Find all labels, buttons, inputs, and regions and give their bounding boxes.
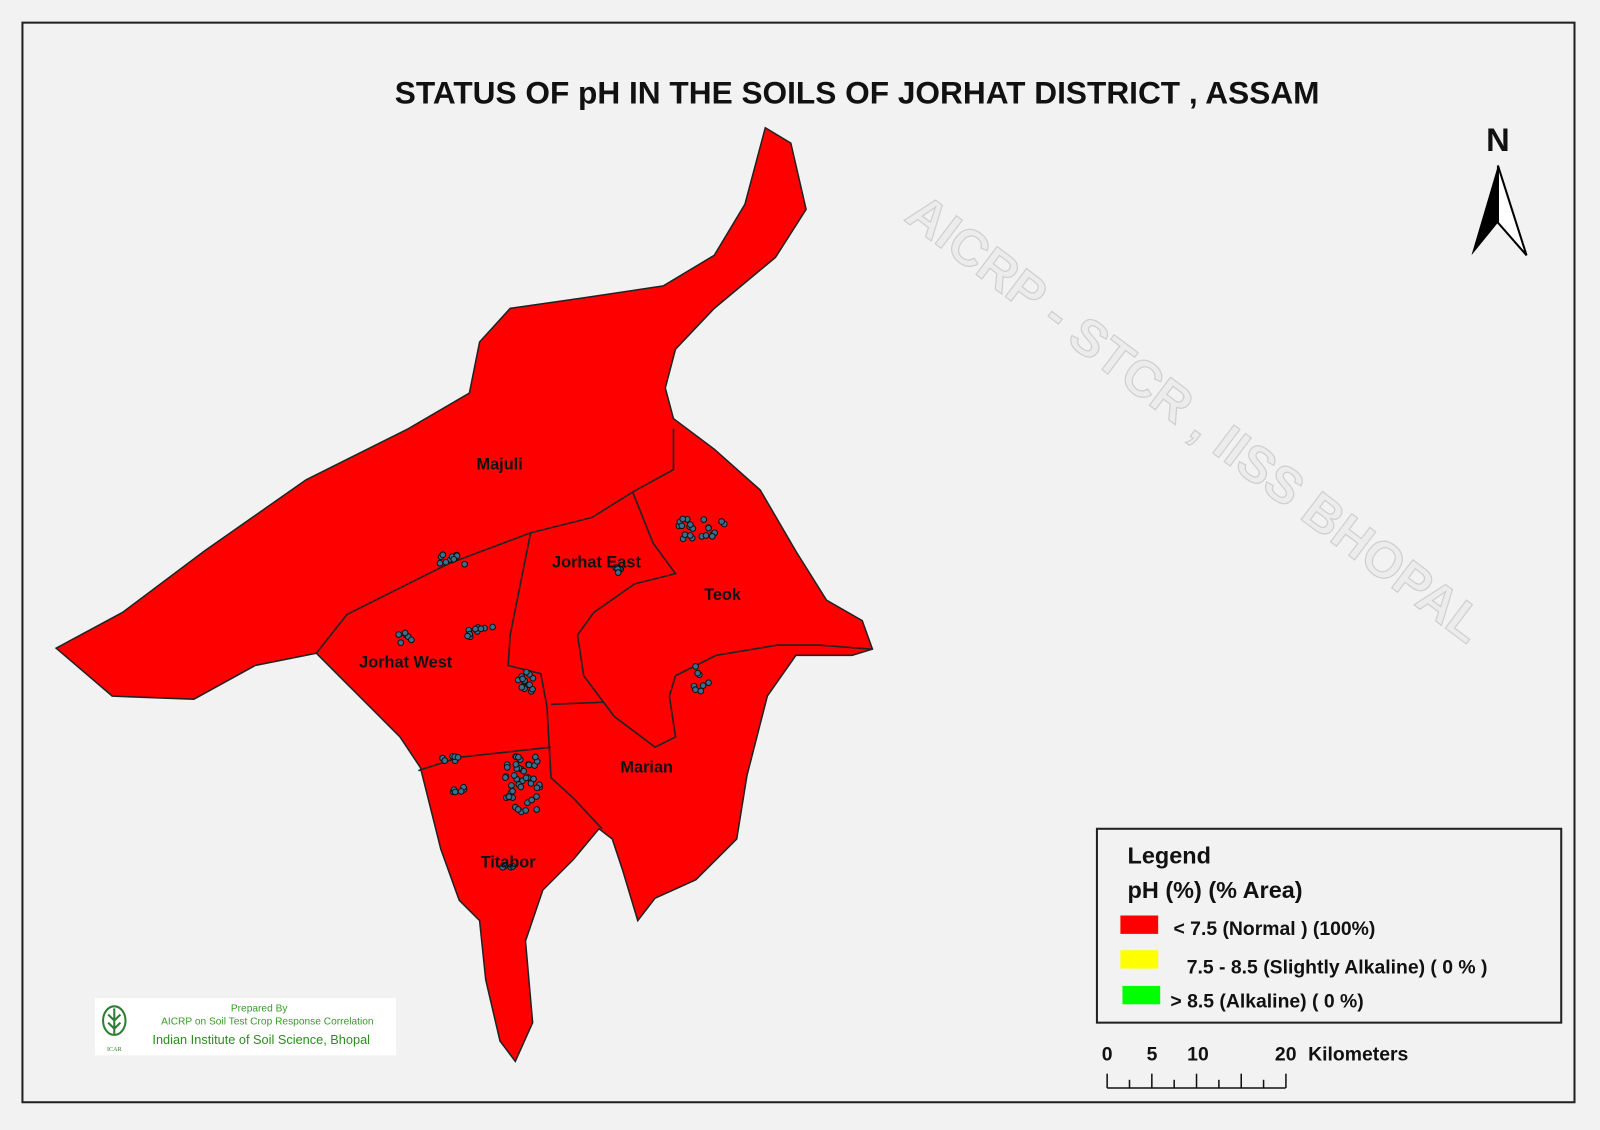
sample-point [457, 787, 465, 795]
scale-tick-label: 20 [1275, 1043, 1297, 1065]
north-label: N [1486, 121, 1510, 158]
sample-point [702, 532, 710, 539]
sample-point [509, 787, 516, 795]
credit-project: AICRP on Soil Test Crop Response Correla… [161, 1017, 374, 1028]
sample-point [679, 515, 687, 523]
sample-point [436, 559, 444, 567]
map-title: STATUS OF pH IN THE SOILS OF JORHAT DIST… [395, 74, 1320, 110]
sample-point [533, 793, 540, 800]
sample-point [515, 753, 522, 761]
icar-logo: ICAR [102, 1005, 127, 1053]
sample-point [530, 775, 537, 783]
scale-bar: 0 5 10 20 Kilometers [1102, 1043, 1408, 1089]
sample-point [442, 558, 450, 566]
sample-point [397, 639, 405, 647]
scale-unit: Kilometers [1308, 1043, 1408, 1065]
sample-point [510, 772, 518, 779]
sample-point [678, 522, 686, 530]
sample-point [441, 757, 449, 764]
credit-block: ICAR Prepared By AICRP on Soil Test Crop… [94, 998, 396, 1056]
sample-point [692, 663, 699, 670]
sample-point [471, 625, 479, 633]
sample-point [705, 524, 712, 532]
sample-point [508, 782, 515, 789]
sample-point [525, 761, 533, 769]
sample-point [461, 560, 468, 568]
sample-point [533, 784, 541, 792]
legend-subtitle: pH (%) (% Area) [1128, 877, 1303, 903]
scale-tick-label: 0 [1102, 1043, 1113, 1065]
sample-point [708, 532, 716, 540]
sample-point [686, 521, 694, 528]
icar-logo-text: ICAR [107, 1047, 123, 1053]
sample-point [681, 531, 689, 539]
legend-title: Legend [1128, 842, 1211, 868]
sample-point [519, 675, 526, 683]
sample-point [439, 551, 447, 559]
sample-point [503, 763, 511, 771]
legend-label-alkaline: > 8.5 (Alkaline) ( 0 %) [1170, 990, 1363, 1012]
sample-point [520, 767, 528, 775]
sample-point [401, 629, 409, 637]
sample-point [505, 793, 513, 801]
sample-point [395, 631, 403, 638]
sample-point [700, 516, 708, 524]
scale-tick-label: 5 [1147, 1043, 1158, 1065]
sample-point [692, 686, 699, 694]
sample-point [522, 807, 530, 814]
legend: Legend pH (%) (% Area) < 7.5 (Normal ) (… [1095, 827, 1563, 1024]
sample-point [533, 806, 541, 813]
jorhat-district-area [54, 126, 874, 1063]
sample-point [705, 679, 712, 687]
sample-point [489, 623, 496, 631]
sample-point [464, 632, 471, 640]
credit-prepared-by: Prepared By [231, 1003, 289, 1014]
legend-swatch-alkaline [1122, 985, 1161, 1005]
credit-institute: Indian Institute of Soil Science, Bhopal [152, 1032, 370, 1047]
sample-point [694, 669, 702, 677]
district-label-marian: Marian [620, 759, 673, 777]
sample-point [450, 555, 458, 563]
district-label-majuli: Majuli [477, 456, 523, 474]
sample-point [454, 753, 462, 761]
legend-label-normal: < 7.5 (Normal ) (100%) [1173, 918, 1375, 940]
sample-point [509, 863, 517, 870]
sample-point [517, 783, 525, 791]
district-label-teok: Teok [704, 586, 742, 604]
district-label-jorhat-east: Jorhat East [552, 554, 641, 572]
sample-point [531, 753, 539, 761]
sample-point [718, 518, 725, 525]
sample-point [502, 774, 509, 781]
sample-point [686, 532, 694, 539]
sample-point [697, 687, 705, 695]
sample-point [523, 668, 530, 676]
sample-point [512, 761, 520, 768]
legend-swatch-normal [1120, 915, 1159, 934]
sample-point [699, 682, 707, 689]
sample-point [528, 796, 536, 804]
sample-points [395, 515, 728, 871]
sample-point [614, 569, 622, 576]
district-label-jorhat-west: Jorhat West [359, 654, 453, 672]
sample-point [518, 683, 526, 691]
north-arrow-icon: N [1471, 121, 1528, 256]
district-label-titabor: Titabor [481, 854, 537, 872]
legend-label-slightly-alkaline: 7.5 - 8.5 (Slightly Alkaline) ( 0 % ) [1187, 957, 1488, 979]
sample-point [408, 636, 415, 644]
sample-point [477, 625, 485, 633]
scale-tick-label: 10 [1187, 1043, 1209, 1065]
sample-point [499, 863, 507, 871]
district-map: Majuli Jorhat East Teok Jorhat West Mari… [54, 126, 874, 1063]
sample-point [514, 805, 522, 813]
sample-point [526, 681, 533, 689]
sample-point [451, 788, 459, 796]
legend-swatch-slightly-alkaline [1120, 950, 1159, 969]
sample-point [522, 774, 530, 782]
